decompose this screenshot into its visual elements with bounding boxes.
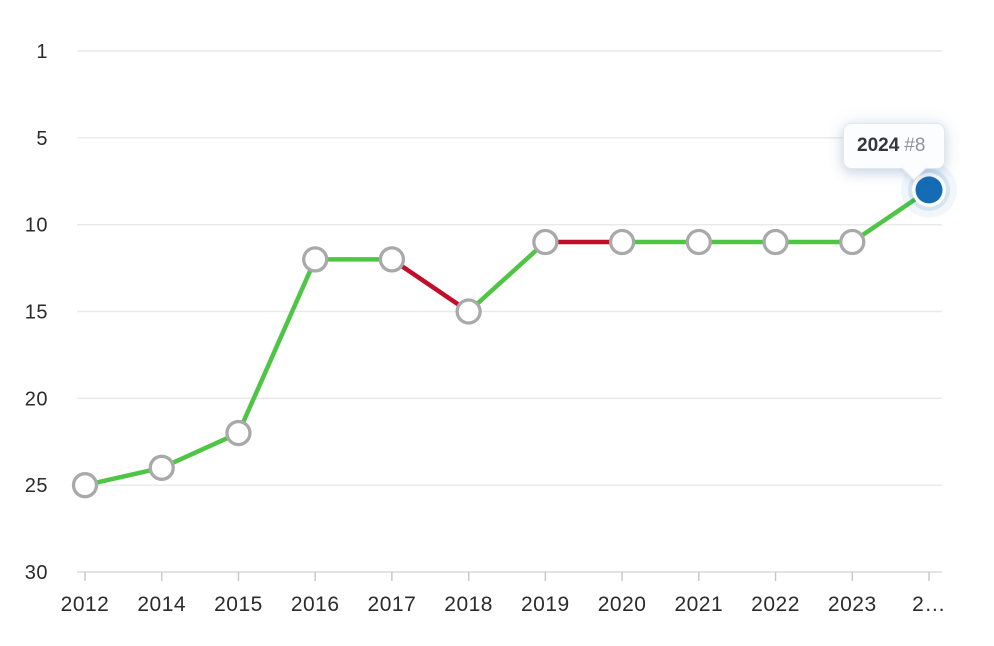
data-point-marker[interactable] — [71, 472, 99, 499]
x-axis-tick-label: 2023 — [828, 593, 877, 616]
tooltip-rank-label: #8 — [904, 135, 926, 156]
x-axis-tick-label: 2014 — [137, 593, 186, 616]
rank-line-segment-improve — [159, 430, 241, 471]
x-axis-tick-label: 2015 — [214, 593, 263, 616]
x-axis-tick-label: 2018 — [444, 593, 493, 616]
data-point-marker[interactable] — [455, 298, 482, 325]
x-axis-tick-label: 2016 — [291, 593, 340, 616]
y-axis-tick-label: 5 — [36, 128, 48, 150]
x-axis-tick-label: 2020 — [598, 593, 647, 616]
x-axis-tick-label: 2012 — [61, 593, 110, 616]
x-axis-tick-label: 2021 — [674, 593, 723, 616]
data-point-marker[interactable] — [762, 228, 789, 256]
tooltip: 2024 #8 — [843, 123, 945, 181]
data-point-marker[interactable] — [302, 246, 329, 273]
y-axis-tick-label: 25 — [25, 475, 48, 497]
rank-line-segment-decline — [389, 257, 471, 314]
data-point-marker[interactable] — [685, 228, 712, 256]
y-axis-tick-label: 1 — [36, 41, 48, 63]
y-axis-tick-label: 30 — [25, 562, 48, 584]
data-point-marker[interactable] — [148, 454, 175, 481]
tooltip-year-label: 2024 — [857, 135, 900, 156]
x-axis-tick-label: 2019 — [521, 593, 570, 616]
y-axis-tick-label: 20 — [25, 388, 48, 410]
x-axis-tick-label: 2017 — [368, 593, 417, 616]
x-axis-tick-label: 2… — [912, 593, 946, 616]
x-axis-tick-label: 2022 — [751, 593, 800, 616]
current-point[interactable] — [915, 176, 943, 204]
rank-line-segment-improve — [236, 257, 318, 436]
data-point-marker[interactable] — [608, 228, 636, 256]
rank-line-segment-improve — [466, 239, 548, 314]
y-axis-tick-label: 10 — [25, 215, 48, 237]
data-point-marker[interactable] — [378, 246, 406, 273]
data-point-marker[interactable] — [839, 228, 866, 256]
data-point-marker[interactable] — [532, 228, 559, 256]
data-point-marker[interactable] — [225, 419, 252, 447]
y-axis-tick-label: 15 — [25, 302, 48, 324]
